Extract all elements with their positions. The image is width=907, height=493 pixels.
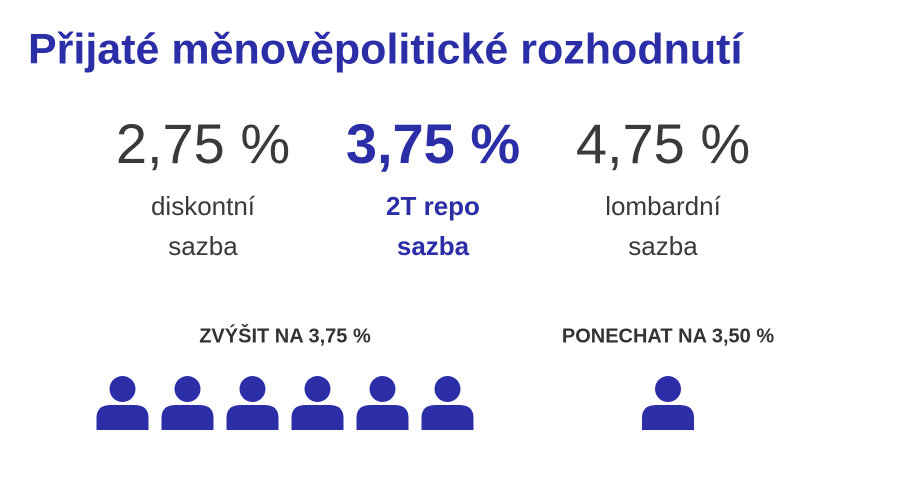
rate-value: 2,75 % (116, 112, 290, 175)
vote-label: PONECHAT NA 3,50 % (562, 325, 774, 347)
rate-label: sazba (628, 231, 698, 261)
rate-label: 2T repo (386, 191, 480, 221)
rate-label: sazba (168, 231, 238, 261)
vote-icon (421, 376, 474, 430)
rate-label: sazba (397, 231, 470, 261)
vote-label: ZVÝŠIT NA 3,75 % (199, 323, 371, 347)
rate-label: lombardní (605, 191, 721, 221)
rate-value: 3,75 % (346, 112, 520, 175)
vote-icon (226, 376, 279, 430)
rate-value: 4,75 % (576, 112, 750, 175)
vote-icon (642, 376, 694, 430)
vote-icon (291, 376, 344, 430)
vote-icon (161, 376, 214, 430)
rate-label: diskontní (151, 191, 256, 221)
vote-icon (356, 376, 409, 430)
vote-icon (96, 376, 149, 430)
title: Přijaté měnověpolitické rozhodnutí (28, 25, 744, 73)
